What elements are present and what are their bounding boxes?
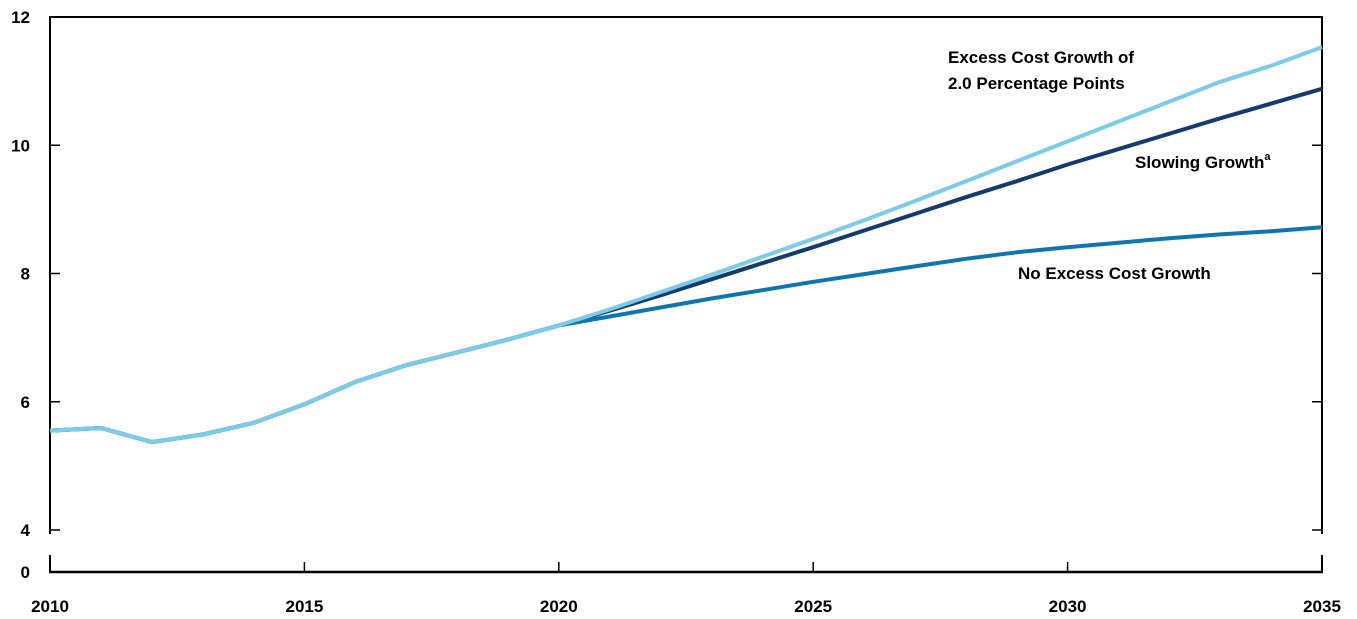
- x-tick-label: 2010: [31, 597, 69, 616]
- y-tick-label: 12: [11, 8, 30, 27]
- x-tick-label: 2015: [285, 597, 323, 616]
- y-tick-label: 6: [21, 393, 30, 412]
- series-line-no-excess-cost-growth: [49, 225, 1323, 445]
- y-tick-label: 4: [21, 521, 31, 540]
- chart-series-labels: No Excess Cost Growth Slowing Growtha Exce…: [948, 48, 1271, 283]
- chart-axes: [49, 16, 1323, 574]
- x-tick-label: 2030: [1049, 597, 1087, 616]
- y-tick-label-zero: 0: [21, 563, 30, 582]
- series-label: Excess Cost Growth of 2.0 Percentage Poin…: [948, 48, 1134, 93]
- x-tick-label: 2020: [540, 597, 578, 616]
- y-tick-label: 8: [21, 265, 30, 284]
- x-tick-label: 2035: [1303, 597, 1341, 616]
- y-tick-label: 10: [11, 136, 30, 155]
- series-label: No Excess Cost Growth: [1018, 264, 1211, 283]
- x-tick-label: 2025: [794, 597, 832, 616]
- series-line-excess-cost-growth-of-2-0-percentage-points: [49, 45, 1323, 445]
- chart-series-lines: [49, 45, 1323, 445]
- series-label: Slowing Growtha: [1135, 151, 1271, 172]
